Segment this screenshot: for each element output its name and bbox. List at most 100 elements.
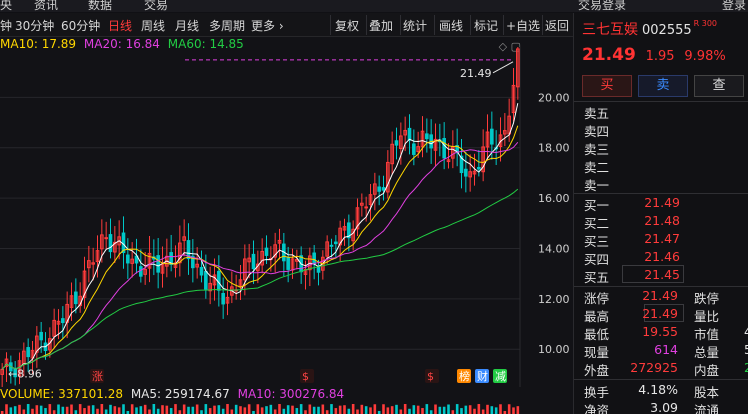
volume-bar (273, 409, 277, 414)
user-login[interactable]: 登录 (722, 0, 747, 12)
candle-body (130, 258, 134, 264)
candle-body (481, 146, 485, 173)
candle-body (503, 130, 507, 135)
ma10-label: MA10: 17.89 (0, 37, 77, 51)
volume-bar (382, 404, 385, 414)
candle-body (186, 240, 191, 260)
multi-period[interactable]: 多周期 (209, 19, 246, 33)
back-button[interactable]: 返回 (545, 19, 570, 33)
candle-body (312, 252, 316, 265)
draw-line-button[interactable]: 画线 (439, 19, 464, 33)
volume-bar (499, 404, 502, 414)
volume-bar (161, 405, 164, 414)
ma10-line (1, 125, 519, 370)
buy-button[interactable]: 买 (582, 75, 632, 97)
candle-body (251, 253, 256, 270)
bid5-highlight-box (622, 265, 684, 283)
volume-bar (65, 406, 69, 414)
stats-button[interactable]: 统计 (403, 19, 428, 33)
ma-legend: MA10: 17.89 MA20: 16.84 MA60: 14.85 (0, 37, 248, 53)
volume-bar (126, 410, 130, 414)
candle-body (420, 130, 425, 148)
volume-bar (503, 410, 507, 414)
nav-item-news[interactable]: 资讯 (34, 0, 59, 12)
add-watchlist-button[interactable]: +自选 (506, 19, 541, 33)
volume-bar (399, 409, 403, 414)
candle-body (329, 244, 334, 247)
period-1min[interactable]: 钟 (0, 19, 13, 33)
event-marker-bg (493, 369, 507, 383)
volume-bar (377, 410, 381, 414)
volume-bar (221, 408, 225, 414)
event-marker-bg (475, 369, 489, 383)
vol-ma5-label: MA5: 259174.67 (130, 387, 230, 401)
y-tick-label: 14.00 (538, 242, 570, 255)
volume-bar (143, 404, 147, 414)
candle-body (134, 255, 139, 264)
volume-bar (104, 409, 108, 414)
volume-bar (460, 408, 463, 414)
ask-row-3: 卖三 (584, 142, 610, 157)
volume-bar (230, 409, 234, 414)
volume-bar (226, 404, 229, 414)
volume-bar (174, 404, 177, 414)
candle-body (386, 161, 390, 193)
more-menu[interactable]: 更多 › (251, 19, 284, 33)
volume-bar (44, 408, 47, 414)
bid-row-4: 买四 21.46 (584, 249, 680, 267)
volume-bar (434, 404, 437, 414)
volume-bar (447, 404, 450, 414)
candle-body (4, 358, 9, 368)
candle-body (69, 295, 74, 308)
volume-bar (343, 405, 346, 414)
candle-body (117, 236, 121, 246)
query-button[interactable]: 查 (694, 75, 744, 97)
period-weekly[interactable]: 周线 (141, 19, 166, 33)
mark-button[interactable]: 标记 (474, 19, 499, 33)
candle-body (338, 227, 342, 246)
chart-settings-icons[interactable]: ◇ ▢ (498, 40, 521, 53)
candle-body (225, 296, 230, 304)
volume-bar (148, 409, 151, 414)
candle-body (191, 255, 195, 269)
volume-bar (386, 407, 390, 414)
y-tick-label: 20.00 (538, 91, 570, 104)
trade-login[interactable]: 交易登录 (578, 0, 627, 12)
candle-body (459, 155, 464, 174)
volume-bar (481, 409, 485, 414)
nav-item[interactable]: 央 (0, 0, 13, 12)
candle-body (360, 202, 364, 206)
volume-bar (299, 404, 303, 414)
stat-row-high: 最高 21.49 量比 (584, 306, 720, 324)
kline-svg: 20.00 18.00 16.00 14.00 12.00 10.00 21.49 ←8.96… (0, 47, 570, 387)
period-60min[interactable]: 60分钟 (61, 19, 101, 33)
volume-bar (22, 409, 26, 414)
period-monthly[interactable]: 月线 (175, 19, 200, 33)
candle-body (277, 239, 282, 244)
nav-item-data[interactable]: 数据 (88, 0, 113, 12)
volume-bar (91, 405, 95, 414)
candle-body (173, 262, 178, 268)
volume-bar (256, 404, 260, 414)
sell-button[interactable]: 卖 (638, 75, 688, 97)
volume-bar (252, 410, 255, 414)
nav-item-trade[interactable]: 交易 (144, 0, 169, 12)
candle-body (316, 266, 321, 273)
bid-row-1: 买一 21.49 (584, 195, 680, 213)
period-30min[interactable]: 30分钟 (15, 19, 55, 33)
overlay-button[interactable]: 叠加 (369, 19, 394, 33)
volume-bar (412, 405, 416, 414)
period-daily[interactable]: 日线 (108, 19, 133, 33)
event-marker: $ (302, 370, 309, 383)
volume-bar (48, 404, 52, 414)
volume-bar (200, 410, 203, 414)
candle-body (377, 186, 381, 192)
restore-rights-button[interactable]: 复权 (335, 19, 360, 33)
quote-panel: 三七互娱 002555 R 300 21.49 1.95 9.98% 买 卖 查 卖… (573, 13, 748, 414)
kline-chart[interactable]: MA10: 17.89 MA20: 16.84 MA60: 14.85 ◇ ▢ … (0, 37, 573, 414)
volume-bar (321, 404, 325, 414)
candle-body (477, 166, 481, 170)
candle-body (104, 237, 108, 240)
candle-body (351, 228, 355, 242)
bid-row-5: 买五 21.45 (584, 267, 680, 285)
